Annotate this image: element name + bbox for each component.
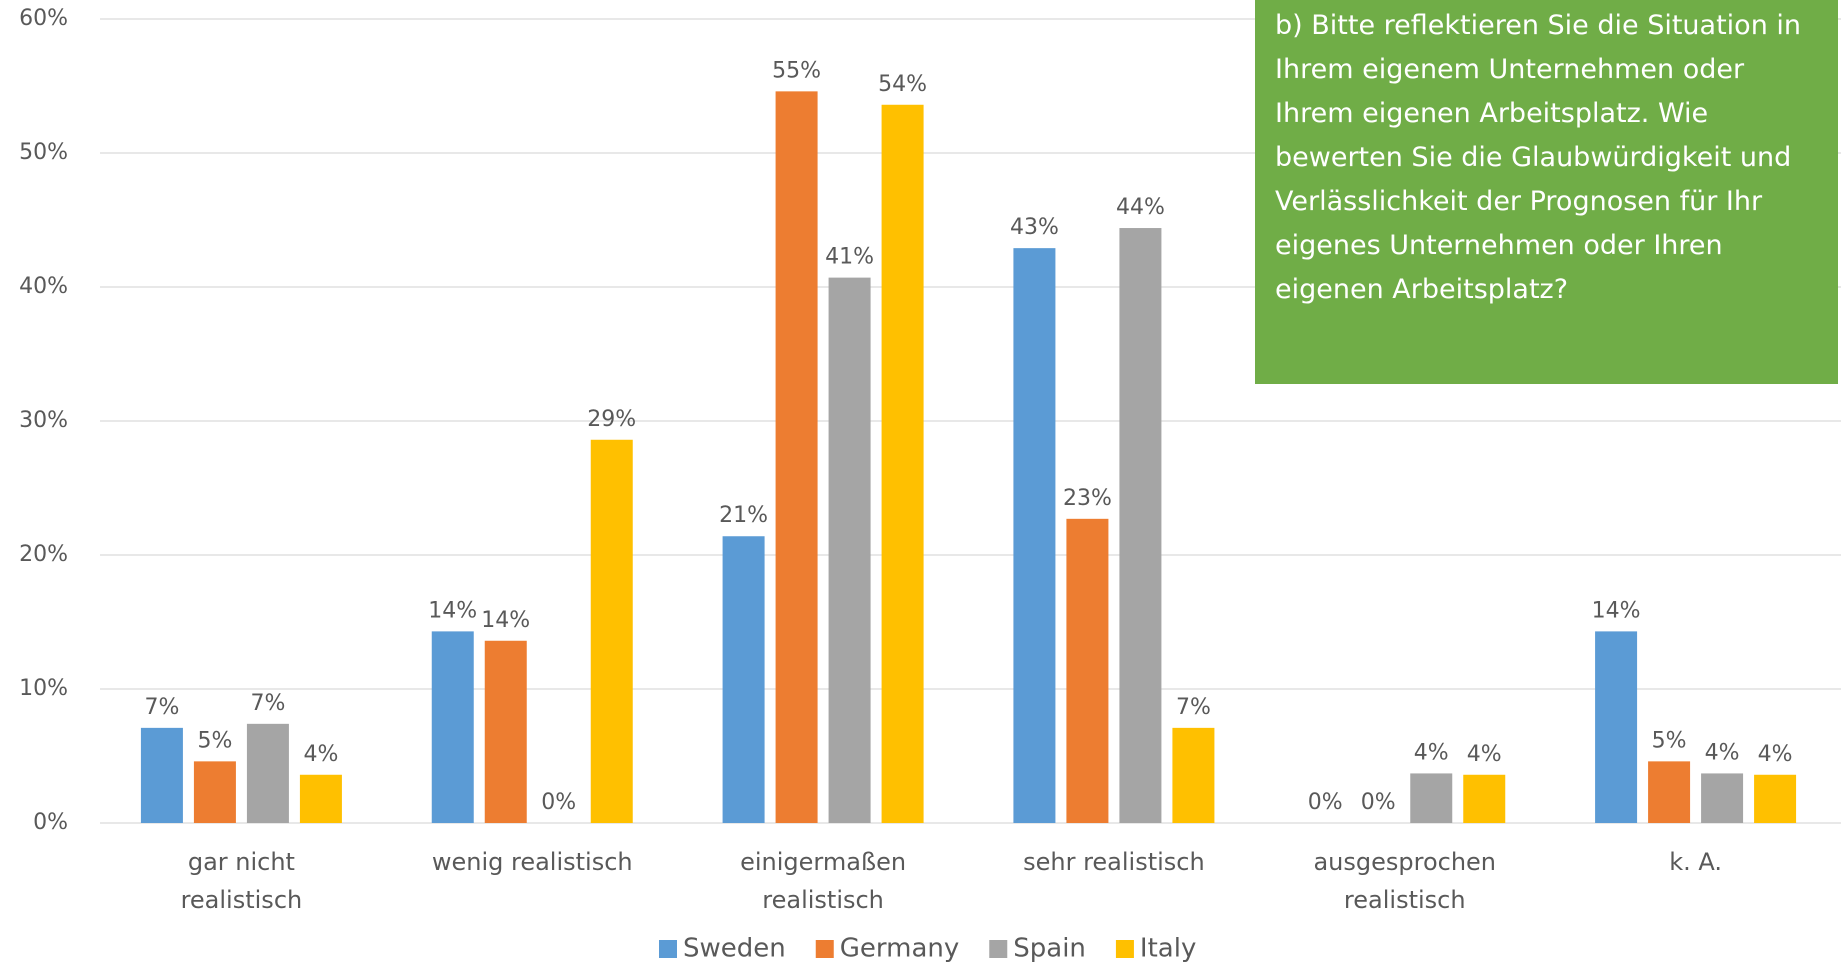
x-tick-label: sehr realistisch [1023,848,1205,876]
data-label: 41% [825,245,874,270]
legend-swatch [815,940,834,958]
data-label: 44% [1116,195,1165,220]
bar [1648,761,1691,823]
x-tick-label: einigermaßen realistisch [740,848,907,914]
data-label: 4% [1414,740,1449,765]
data-label: 7% [1176,695,1211,720]
bar [828,277,871,823]
bar [1172,727,1215,823]
data-label: 43% [1010,215,1059,240]
bar [1595,631,1638,823]
data-label: 4% [1758,742,1793,767]
bar [140,727,183,823]
data-label: 21% [719,503,768,528]
data-label: 23% [1063,486,1112,511]
data-label: 7% [144,695,179,720]
x-tick-label: k. A. [1669,848,1722,876]
y-tick-label: 30% [19,408,68,433]
data-label: 5% [197,728,232,753]
data-label: 4% [303,742,338,767]
bar [246,723,289,823]
bar [1119,228,1162,824]
data-label: 29% [587,407,636,432]
legend-label: Sweden [683,934,786,964]
legend-swatch [989,940,1008,958]
legend-swatch [659,940,677,958]
bar [1463,774,1506,823]
bar [722,536,765,823]
legend-label: Germany [840,934,960,964]
bar [1754,774,1797,823]
annotation: b) Bitte reflektieren Sie die Situation … [1255,0,1838,384]
bar [431,631,474,823]
y-tick-label: 20% [19,542,68,567]
legend-swatch [1115,940,1134,958]
data-label: 4% [1705,740,1740,765]
bar [1410,773,1453,823]
y-tick-label: 50% [19,140,68,165]
data-label: 14% [428,598,477,623]
data-label: 5% [1652,728,1687,753]
data-label: 7% [250,691,285,716]
y-tick-label: 40% [19,274,68,299]
bar [1066,518,1109,823]
y-tick-label: 0% [33,810,68,835]
data-label: 55% [772,58,821,83]
data-label: 0% [541,790,576,815]
legend-label: Italy [1140,934,1196,964]
bar [1701,773,1744,823]
bar [193,761,236,823]
bar [590,439,633,823]
data-label: 14% [1592,598,1641,623]
data-label: 14% [481,608,530,633]
bar [1013,248,1056,823]
data-label: 4% [1467,742,1502,767]
x-tick-label: gar nicht realistisch [180,848,303,914]
bar [484,640,527,823]
y-tick-label: 60% [19,6,68,31]
y-tick-label: 10% [19,676,68,701]
x-tick-label: wenig realistisch [431,848,633,876]
data-label: 54% [878,72,927,97]
x-tick-label: ausgesprochen realistisch [1313,848,1497,914]
data-label: 0% [1361,790,1396,815]
legend-label: Spain [1013,934,1086,964]
data-label: 0% [1308,790,1343,815]
bar [299,774,342,823]
bar [881,104,924,823]
bar [775,91,818,824]
